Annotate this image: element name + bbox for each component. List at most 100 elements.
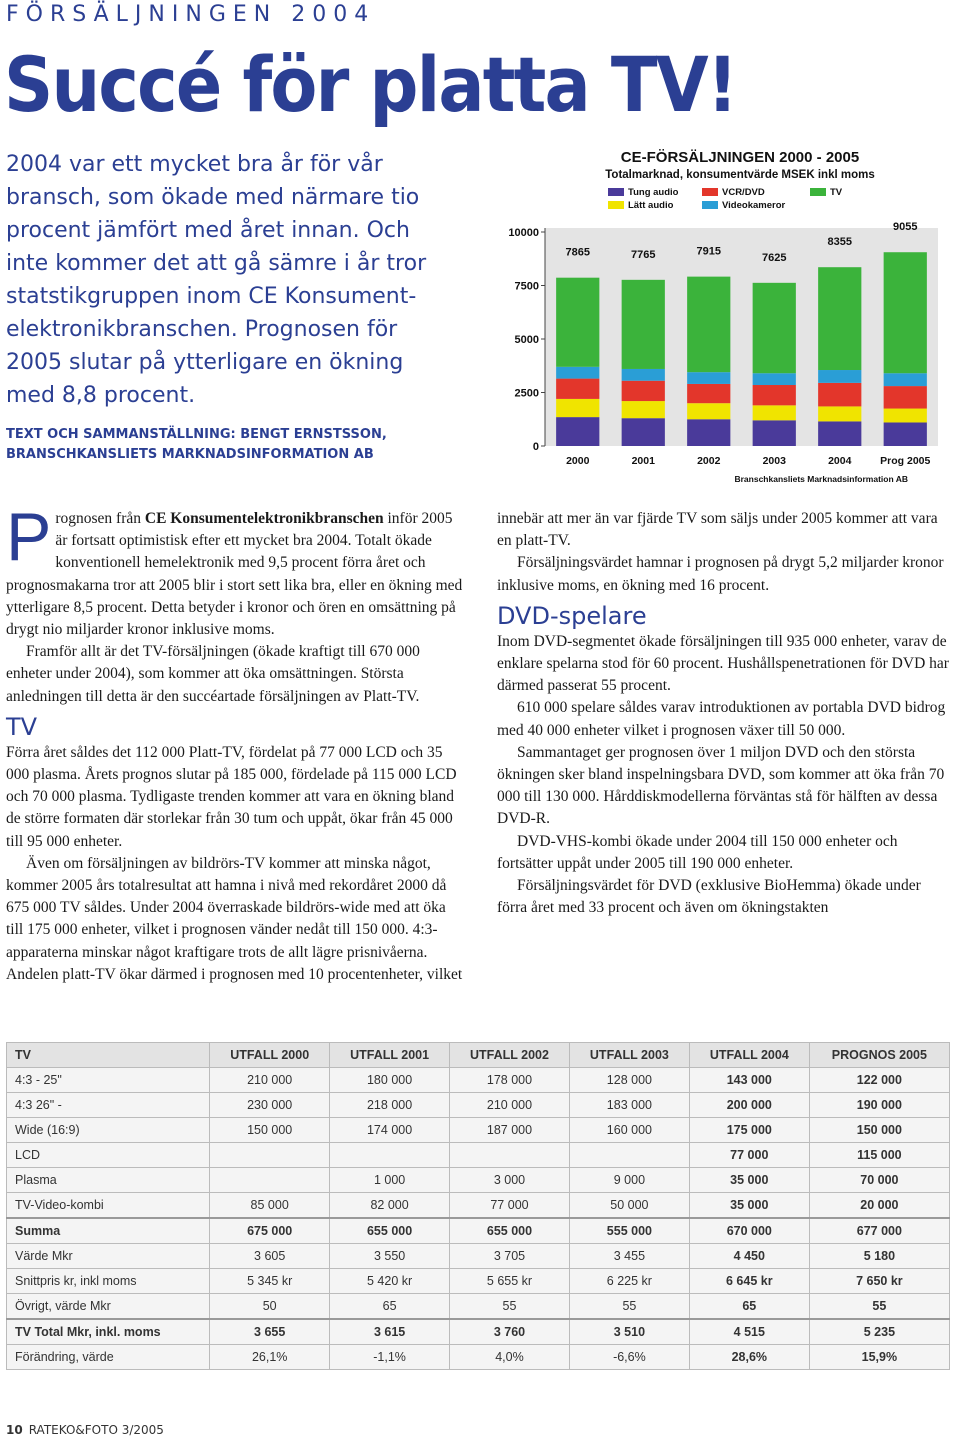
legend-label: Tung audio	[628, 187, 679, 198]
table-cell: 655 000	[449, 1217, 570, 1244]
table-cell: 82 000	[329, 1192, 451, 1219]
table-cell: 677 000	[808, 1217, 951, 1244]
table-cell: 5 180	[808, 1243, 951, 1269]
table-cell: 5 420 kr	[329, 1268, 451, 1294]
table-cell: 3 455	[568, 1243, 690, 1269]
table-cell: 174 000	[329, 1117, 451, 1143]
paragraph-text: Även om försäljningen av bildrörs-TV kom…	[6, 510, 938, 983]
table-cell: 6 225 kr	[568, 1268, 690, 1294]
header-cell: UTFALL 2003	[568, 1042, 690, 1068]
legend-label: Lätt audio	[628, 200, 674, 211]
table-cell: Plasma	[5, 1167, 211, 1193]
table-cell: 65	[688, 1293, 810, 1320]
table-cell: 85 000	[209, 1192, 331, 1219]
table-cell: 218 000	[329, 1092, 451, 1118]
table-row: Summa 675 000 655 000 655 000 555 000 670 000…	[5, 1217, 951, 1244]
table-cell: 77 000	[449, 1192, 570, 1219]
legend-swatch	[608, 201, 624, 209]
table-cell: 3 655	[209, 1318, 331, 1345]
bar-segment	[556, 366, 600, 379]
bar-segment	[752, 420, 796, 446]
chart-source: Branschkansliets Marknadsinformation AB	[734, 474, 908, 484]
bar-segment	[752, 373, 796, 386]
total-label: 8355	[828, 236, 852, 248]
table-cell	[329, 1142, 451, 1168]
table-cell: 115 000	[808, 1142, 951, 1168]
paragraph: Försäljningsvärdet för DVD (exklusive Bi…	[497, 875, 954, 919]
paragraph: Framför allt är det TV-försäljningen (ök…	[6, 641, 463, 708]
table-row: 4:3 26" -230 000 218 000 210 000 183 000 200…	[5, 1092, 951, 1118]
paragraph: Även om försäljningen av bildrörs-TV kom…	[6, 508, 954, 1023]
plot-background	[545, 228, 938, 446]
table-cell: 122 000	[808, 1067, 951, 1093]
paragraph: Inom DVD-segmentet ökade försäljningen t…	[497, 631, 954, 698]
paragraph: Försäljningsvärdet hamnar i prognosen på…	[497, 552, 954, 596]
table-cell: 28,6%	[688, 1344, 810, 1370]
bar-segment	[687, 276, 731, 373]
table-cell	[568, 1142, 690, 1168]
table-cell: 70 000	[808, 1167, 951, 1193]
table-cell: 143 000	[688, 1067, 810, 1093]
table-row: 4:3 - 25" 210 000 180 000 178 000 128 000 143…	[5, 1067, 951, 1093]
bar-segment	[687, 372, 731, 384]
table-cell: Summa	[5, 1217, 211, 1244]
bar-segment	[556, 378, 600, 399]
table-cell: 7 650 kr	[808, 1268, 951, 1294]
total-label: 7865	[566, 247, 590, 259]
bar-segment	[883, 373, 927, 387]
x-tick-label: 2004	[828, 455, 852, 467]
table-cell: 210 000	[449, 1092, 570, 1118]
table-cell: 655 000	[329, 1217, 451, 1244]
paragraph-text: Inom DVD-segmentet ökade försäljningen t…	[497, 632, 949, 695]
legend-swatch	[702, 201, 718, 209]
header-row: TV UTFALL 2000 UTFALL 2001 UTFALL 2002 UTFAL…	[5, 1042, 951, 1068]
table-cell: 26,1%	[209, 1344, 331, 1370]
bar-segment	[621, 380, 665, 402]
bar-segment	[883, 386, 927, 409]
total-label: 9055	[893, 221, 917, 233]
paragraph-text: 610 000 spelare såldes varav introduktio…	[497, 699, 946, 739]
table-row: Wide (16:9) 150 000 174 000 187 000 160 000 1…	[5, 1117, 951, 1143]
table-cell: 175 000	[688, 1117, 810, 1143]
headline: Succé för platta TV!	[4, 40, 738, 129]
paragraph-text: Sammantaget ger prognosen över 1 miljon …	[497, 743, 945, 828]
paragraph-text: Försäljningsvärdet hamnar i prognosen på…	[497, 554, 944, 594]
x-tick-label: Prog 2005	[880, 455, 930, 467]
header-cell: UTFALL 2004	[688, 1042, 810, 1068]
table-cell: 3 550	[329, 1243, 451, 1269]
table-cell: Värde Mkr	[5, 1243, 211, 1269]
table-cell: 4 450	[688, 1243, 810, 1269]
table-cell: LCD	[5, 1142, 211, 1168]
table-cell: Snittpris kr, inkl moms	[5, 1268, 211, 1294]
paragraph-text: Framför allt är det TV-försäljningen (ök…	[6, 643, 420, 705]
table-cell: 4:3 - 25"	[5, 1067, 211, 1093]
table-cell: 3 510	[568, 1318, 690, 1345]
table-row: Snittpris kr, inkl moms 5 345 kr 5 420 kr 5…	[5, 1268, 951, 1294]
legend-label: VCR/DVD	[722, 187, 765, 198]
legend-swatch	[608, 188, 624, 196]
table-cell: 5 345 kr	[209, 1268, 331, 1294]
table-cell: 3 705	[449, 1243, 570, 1269]
table-cell: 160 000	[568, 1117, 690, 1143]
table-cell: 555 000	[568, 1217, 690, 1244]
chart-subtitle: Totalmarknad, konsumentvärde MSEK inkl m…	[605, 169, 874, 181]
bar-segment	[687, 403, 731, 420]
bar-segment	[687, 383, 731, 404]
y-tick-label: 5000	[515, 334, 539, 346]
bar-segment	[556, 277, 600, 367]
paragraph-text: DVD-VHS-kombi ökade under 2004 till 150 …	[497, 832, 898, 872]
footer: 10 RATEKO&FOTO 3/2005	[6, 1423, 164, 1437]
bar-segment	[621, 368, 665, 381]
bold-text: CE Konsumentelektronikbranschen	[144, 510, 384, 527]
legend-label: TV	[830, 187, 843, 198]
table-cell: Övrigt, värde Mkr	[5, 1293, 211, 1320]
bar-segment	[818, 421, 862, 446]
bar-segment	[621, 401, 665, 419]
legend-swatch	[810, 188, 826, 196]
table-cell: 150 000	[209, 1117, 331, 1143]
table-cell: 150 000	[808, 1117, 951, 1143]
header-cell: UTFALL 2002	[449, 1042, 570, 1068]
table-cell: -6,6%	[568, 1344, 690, 1370]
